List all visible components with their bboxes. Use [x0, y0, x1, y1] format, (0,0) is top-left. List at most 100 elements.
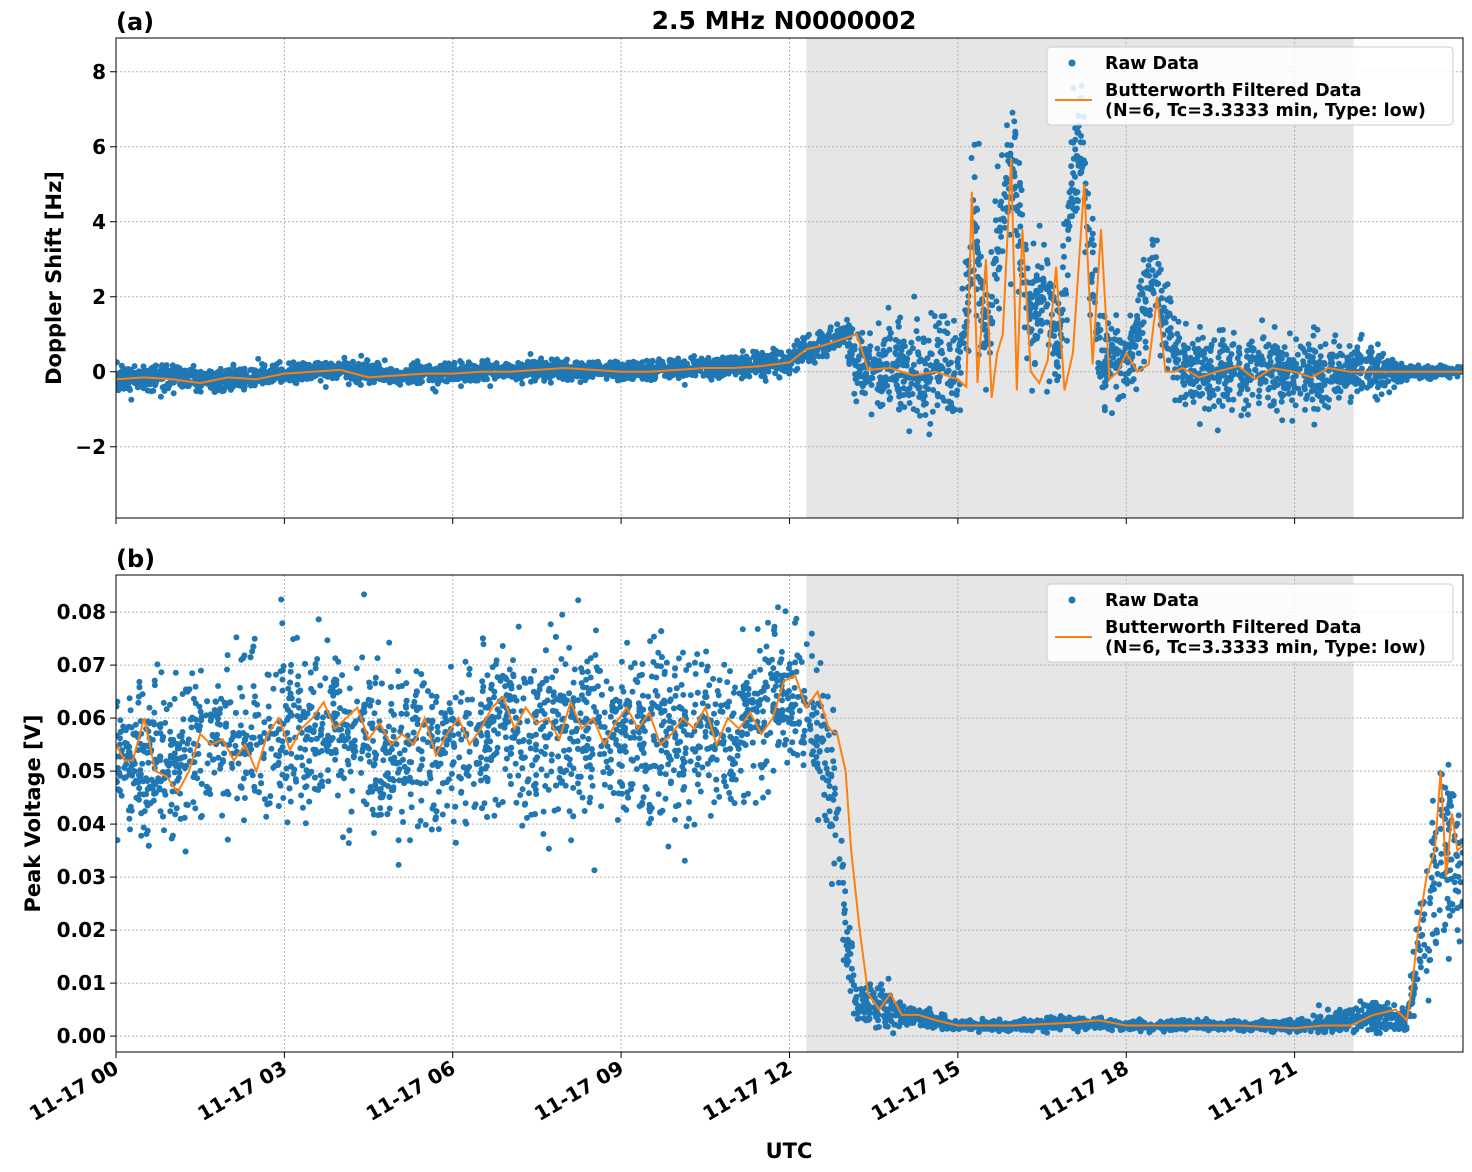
- raw-data-point: [150, 387, 157, 394]
- raw-data-point: [1016, 202, 1023, 209]
- raw-data-point: [916, 384, 923, 391]
- raw-data-point: [1336, 343, 1343, 350]
- raw-data-point: [1289, 381, 1296, 388]
- raw-data-point: [1356, 351, 1363, 358]
- raw-data-point: [1146, 256, 1153, 263]
- raw-data-point: [1381, 382, 1387, 389]
- raw-data-point: [1175, 318, 1182, 325]
- raw-data-point: [1332, 388, 1339, 395]
- raw-data-point: [1368, 380, 1375, 387]
- y-tick-label: 4: [92, 210, 106, 234]
- raw-data-point: [1165, 357, 1172, 364]
- raw-data-point: [1035, 311, 1042, 318]
- raw-data-point: [1068, 163, 1075, 170]
- raw-data-point: [859, 329, 866, 336]
- raw-data-point: [1180, 379, 1187, 386]
- raw-data-point: [993, 298, 1000, 305]
- raw-data-point: [1166, 334, 1173, 341]
- raw-data-point: [1044, 301, 1051, 308]
- raw-data-point: [1265, 341, 1272, 348]
- raw-data-point: [900, 362, 907, 369]
- raw-data-point: [374, 365, 381, 372]
- raw-data-point: [456, 754, 463, 761]
- raw-data-point: [314, 360, 321, 367]
- raw-data-point: [942, 357, 949, 363]
- raw-data-point: [1247, 377, 1254, 384]
- raw-data-point: [922, 360, 929, 367]
- raw-data-point: [1408, 363, 1415, 370]
- raw-data-point: [359, 364, 366, 371]
- raw-data-point: [675, 375, 682, 382]
- raw-data-point: [1221, 380, 1228, 387]
- legend-filtered-params: (N=6, Tc=3.3333 min, Type: low): [1105, 101, 1426, 121]
- raw-data-point: [1211, 403, 1217, 410]
- raw-data-point: [886, 325, 893, 332]
- raw-data-point: [915, 335, 922, 342]
- raw-data-point: [1265, 386, 1272, 393]
- raw-data-point: [1289, 417, 1296, 424]
- raw-data-point: [1288, 361, 1294, 367]
- raw-data-point: [1000, 215, 1007, 222]
- raw-data-point: [1188, 378, 1195, 385]
- raw-data-point: [1254, 358, 1261, 365]
- raw-data-point: [1155, 269, 1162, 276]
- raw-data-point: [961, 331, 968, 338]
- raw-data-point: [194, 387, 201, 394]
- raw-data-point: [123, 385, 130, 392]
- raw-data-point: [1190, 399, 1197, 405]
- raw-data-point: [136, 372, 143, 379]
- raw-data-point: [957, 348, 964, 355]
- raw-data-point: [719, 354, 726, 361]
- raw-data-point: [1205, 377, 1212, 384]
- raw-data-point: [1152, 279, 1159, 286]
- raw-data-point: [311, 373, 318, 380]
- raw-data-point: [1304, 353, 1311, 360]
- raw-data-point: [729, 367, 736, 374]
- raw-data-point: [519, 380, 526, 387]
- raw-data-point: [647, 358, 654, 365]
- raw-data-point: [1218, 360, 1225, 366]
- raw-data-point: [1354, 344, 1361, 351]
- raw-data-point: [725, 370, 732, 377]
- raw-data-point: [1247, 354, 1254, 361]
- raw-data-point: [1271, 324, 1278, 330]
- raw-data-point: [1337, 379, 1344, 386]
- raw-data-point: [1289, 397, 1295, 404]
- raw-data-point: [1225, 396, 1232, 403]
- raw-data-point: [1332, 371, 1339, 378]
- raw-data-point: [1064, 272, 1071, 279]
- raw-data-point: [1068, 195, 1075, 202]
- raw-data-point: [1113, 312, 1120, 319]
- raw-data-point: [423, 363, 430, 370]
- raw-data-point: [1132, 344, 1139, 350]
- raw-data-point: [739, 348, 746, 355]
- raw-data-point: [917, 412, 923, 419]
- raw-data-point: [1236, 372, 1243, 379]
- raw-data-point: [1122, 345, 1129, 352]
- raw-data-point: [773, 351, 780, 358]
- raw-data-point: [196, 373, 202, 380]
- raw-data-point: [913, 328, 920, 335]
- raw-data-point: [370, 379, 377, 386]
- raw-data-point: [1046, 378, 1053, 385]
- raw-data-point: [1007, 150, 1014, 157]
- raw-data-point: [1012, 227, 1019, 234]
- raw-data-point: [157, 393, 164, 400]
- raw-data-point: [880, 347, 887, 354]
- raw-data-point: [251, 373, 258, 380]
- raw-data-point: [568, 837, 575, 844]
- raw-data-point: [1157, 352, 1164, 359]
- raw-data-point: [974, 244, 981, 251]
- raw-data-point: [1069, 213, 1076, 220]
- raw-data-point: [921, 390, 927, 397]
- raw-data-point: [992, 217, 999, 224]
- raw-data-point: [936, 320, 943, 326]
- raw-data-point: [908, 380, 915, 387]
- raw-data-point: [1195, 336, 1202, 343]
- raw-data-point: [1108, 341, 1115, 348]
- raw-data-point: [210, 384, 217, 391]
- raw-data-point: [341, 354, 348, 361]
- raw-data-point: [1385, 378, 1392, 385]
- raw-data-point: [1312, 348, 1319, 355]
